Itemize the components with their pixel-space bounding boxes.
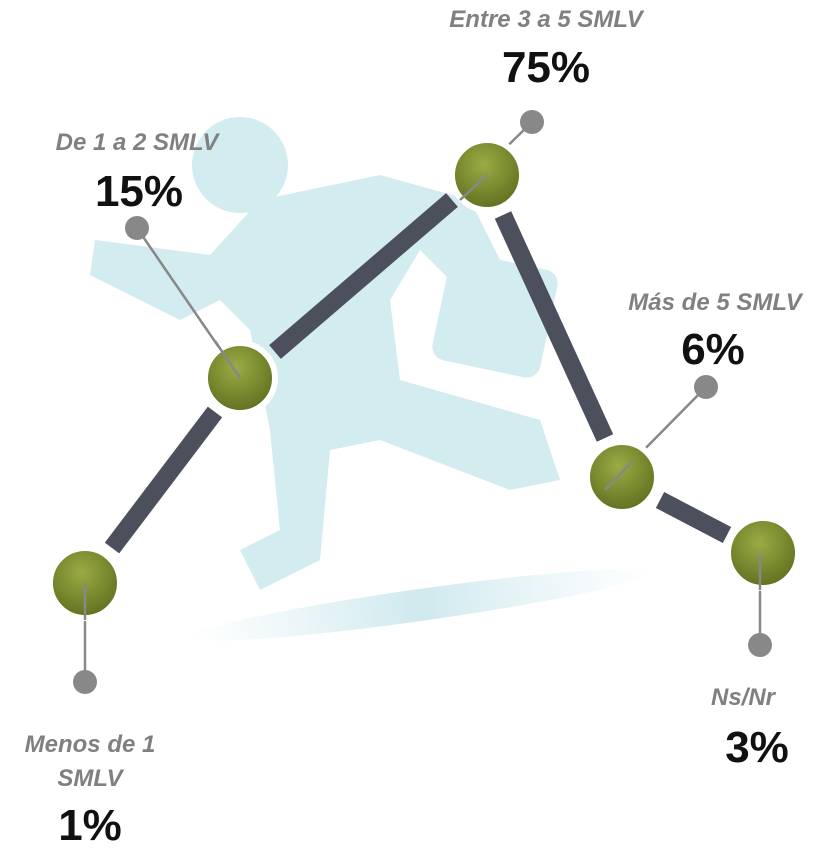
node-label: Menos de 1 SMLV: [8, 728, 173, 796]
node-value: 3%: [725, 724, 789, 772]
page: Menos de 1 SMLV 1% De 1 a 2 SMLV 15% Ent…: [0, 0, 817, 845]
node-value: 15%: [95, 168, 183, 216]
node: [587, 442, 657, 512]
node-value: 6%: [681, 326, 745, 374]
node: [728, 518, 798, 588]
node-label: De 1 a 2 SMLV: [56, 126, 219, 160]
node-label: Entre 3 a 5 SMLV: [449, 3, 642, 37]
node-value: 75%: [502, 44, 590, 92]
node-label: Más de 5 SMLV: [628, 286, 801, 320]
node-label: Ns/Nr: [711, 681, 775, 715]
node-value: 1%: [58, 802, 122, 850]
